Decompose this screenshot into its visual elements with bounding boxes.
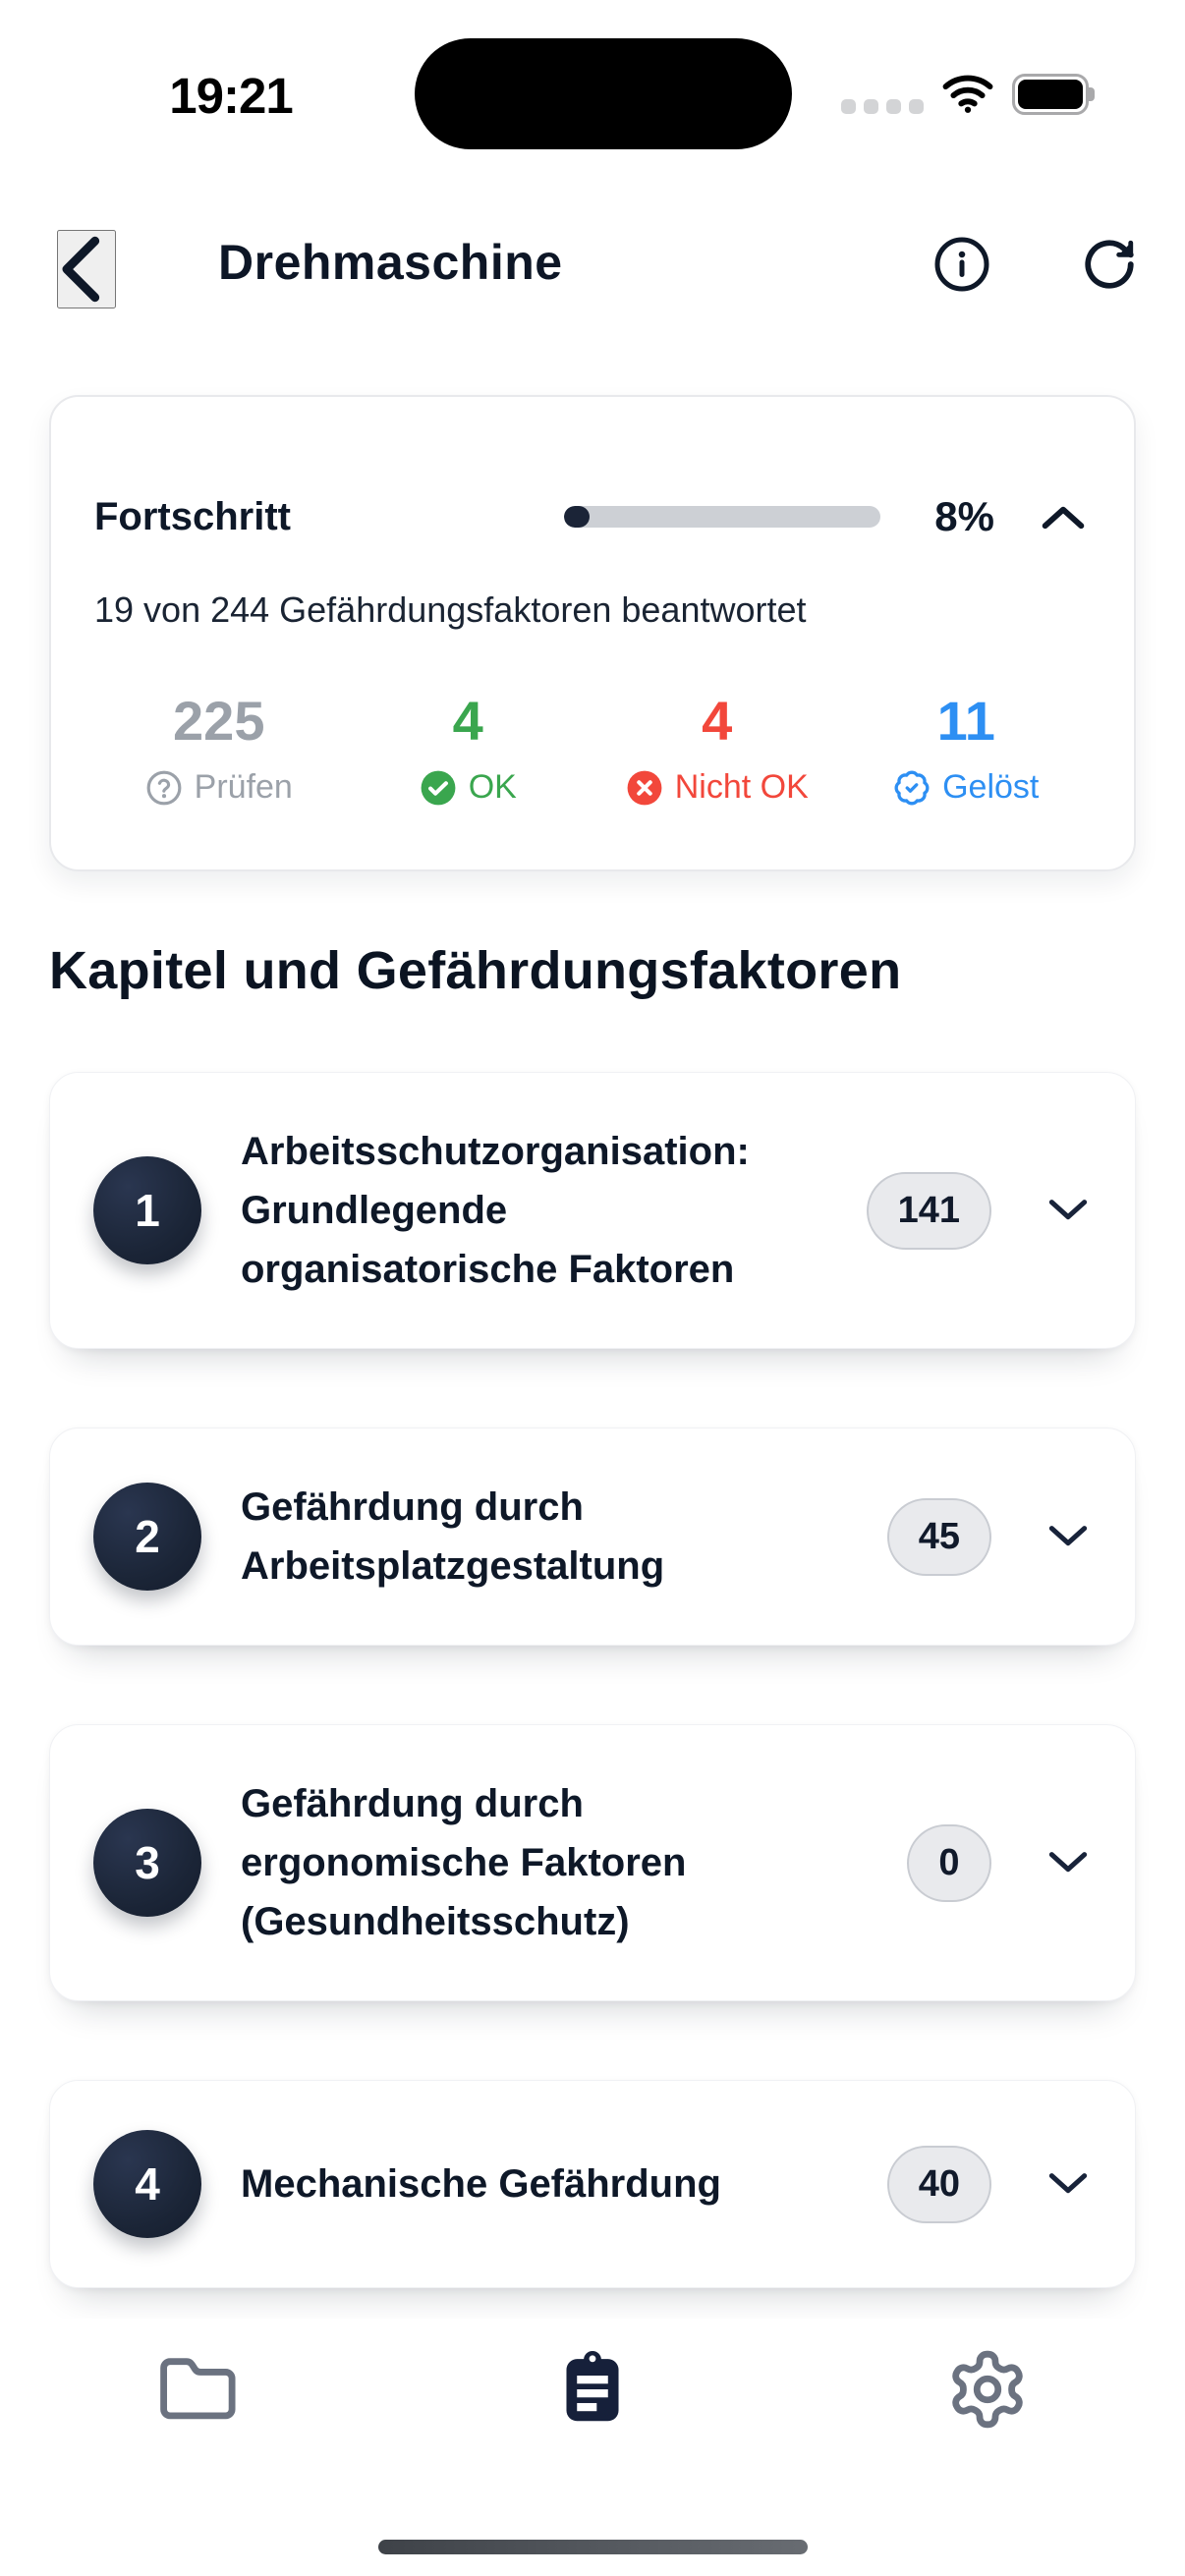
- tab-settings[interactable]: [929, 2340, 1046, 2438]
- progress-percent: 8%: [934, 493, 994, 539]
- chapter-card-4[interactable]: 4 Mechanische Gefährdung 40: [49, 2080, 1136, 2288]
- stat-geloest: 11 Gelöst: [842, 690, 1092, 807]
- chevron-down-icon: [1048, 1199, 1088, 1222]
- badge-check-icon: [893, 769, 931, 807]
- stat-nicht-ok: 4 Nicht OK: [592, 690, 842, 807]
- info-button[interactable]: [931, 234, 992, 295]
- status-time: 19:21: [169, 68, 293, 124]
- stat-ok: 4 OK: [344, 690, 593, 807]
- x-circle-icon: [626, 769, 663, 807]
- clipboard-icon: [550, 2347, 635, 2432]
- stat-ok-value: 4: [452, 690, 483, 752]
- progress-card: Fortschritt 8% 19 von 244 Gefährdungsfak…: [49, 395, 1136, 871]
- header: Drehmaschine: [0, 196, 1185, 344]
- stat-pruefen-label: Prüfen: [194, 768, 293, 806]
- battery-icon: [1012, 74, 1095, 115]
- chapter-card-1[interactable]: 1 Arbeitsschutzorganisation: Grundlegend…: [49, 1072, 1136, 1349]
- wifi-icon: [941, 74, 994, 115]
- chapter-number-badge: 3: [93, 1809, 201, 1917]
- question-circle-icon: [145, 769, 183, 807]
- gear-icon: [945, 2347, 1030, 2432]
- chevron-up-icon: [1042, 503, 1085, 531]
- collapse-button[interactable]: [1036, 489, 1091, 544]
- chapter-count-badge: 45: [886, 1497, 991, 1576]
- cellular-signal-dots-icon: [841, 99, 924, 114]
- expand-chapter-button[interactable]: [1044, 1513, 1092, 1560]
- progress-title: Fortschritt: [94, 494, 291, 538]
- section-title: Kapitel und Gefährdungsfaktoren: [49, 941, 902, 1000]
- folder-icon: [155, 2347, 240, 2432]
- chapter-count-badge: 0: [907, 1823, 991, 1902]
- progress-bar: [564, 506, 880, 528]
- chapter-card-2[interactable]: 2 Gefährdung durch Arbeitsplatzgestaltun…: [49, 1428, 1136, 1646]
- dynamic-island: [415, 38, 792, 149]
- stat-ok-label: OK: [468, 768, 517, 806]
- stat-nicht-ok-label: Nicht OK: [674, 768, 809, 806]
- stat-pruefen-value: 225: [173, 690, 265, 752]
- check-circle-icon: [420, 769, 457, 807]
- tab-checklist-active[interactable]: [534, 2340, 651, 2438]
- home-indicator[interactable]: [378, 2540, 808, 2554]
- chapter-count-badge: 40: [886, 2145, 991, 2223]
- chapter-title: Gefährdung durch Arbeitsplatzgestaltung: [241, 1485, 665, 1588]
- chapter-number-badge: 4: [93, 2130, 201, 2238]
- progress-subtitle: 19 von 244 Gefährdungsfaktoren beantwort…: [94, 589, 807, 630]
- chapter-count-badge: 141: [866, 1171, 991, 1250]
- chevron-down-icon: [1048, 1525, 1088, 1548]
- chapter-title: Gefährdung durch ergonomische Faktoren (…: [241, 1782, 687, 1943]
- page-title: Drehmaschine: [218, 235, 563, 290]
- chapter-number-badge: 1: [93, 1156, 201, 1264]
- expand-chapter-button[interactable]: [1044, 1839, 1092, 1886]
- stat-geloest-label: Gelöst: [942, 768, 1040, 806]
- progress-fill: [564, 506, 590, 528]
- chapter-list: 1 Arbeitsschutzorganisation: Grundlegend…: [0, 1072, 1185, 2288]
- tab-bar: [0, 2319, 1185, 2576]
- expand-chapter-button[interactable]: [1044, 2160, 1092, 2208]
- back-button[interactable]: [57, 230, 116, 308]
- expand-chapter-button[interactable]: [1044, 1187, 1092, 1234]
- stat-pruefen: 225 Prüfen: [94, 690, 344, 807]
- refresh-button[interactable]: [1079, 234, 1140, 295]
- chapter-title: Arbeitsschutzorganisation: Grundlegende …: [241, 1130, 750, 1291]
- stat-nicht-ok-value: 4: [702, 690, 733, 752]
- chapter-title: Mechanische Gefährdung: [241, 2162, 721, 2206]
- chapter-card-3[interactable]: 3 Gefährdung durch ergonomische Faktoren…: [49, 1724, 1136, 2001]
- chevron-down-icon: [1048, 2172, 1088, 2196]
- stats-row: 225 Prüfen 4: [94, 690, 1091, 807]
- chevron-left-icon: [59, 236, 100, 303]
- chapter-number-badge: 2: [93, 1483, 201, 1591]
- status-bar: 19:21: [0, 0, 1185, 196]
- tab-documents[interactable]: [139, 2340, 256, 2438]
- stat-geloest-value: 11: [936, 690, 995, 752]
- chevron-down-icon: [1048, 1851, 1088, 1875]
- info-icon: [932, 235, 991, 294]
- refresh-icon: [1081, 236, 1138, 293]
